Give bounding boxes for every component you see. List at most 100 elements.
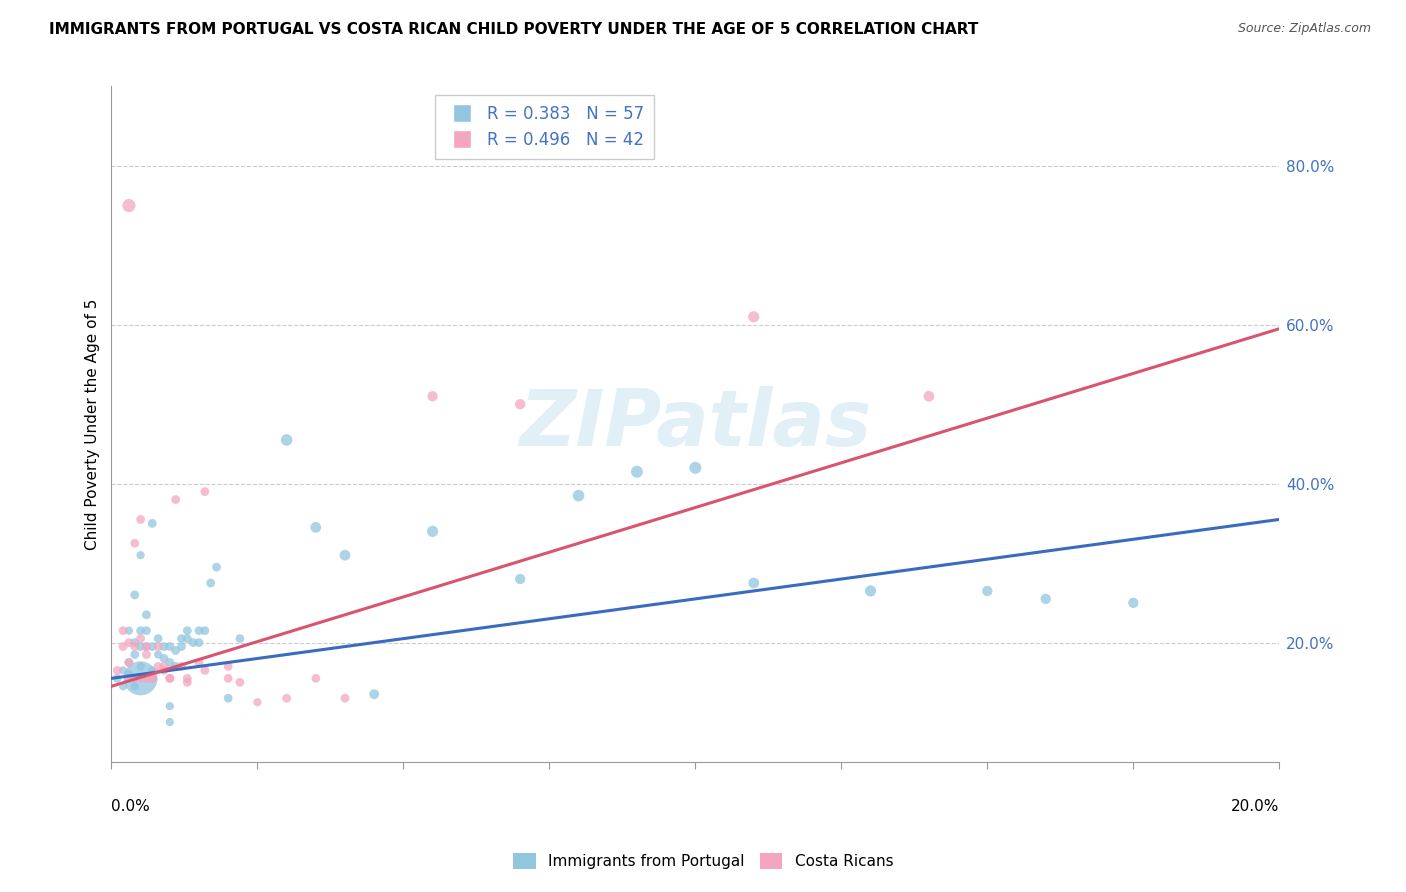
Point — [363, 687, 385, 701]
Point — [118, 198, 141, 212]
Point — [305, 520, 328, 534]
Point — [118, 671, 141, 685]
Point — [170, 632, 193, 646]
Point — [124, 671, 146, 685]
Point — [153, 640, 176, 654]
Point — [1035, 591, 1057, 606]
Point — [135, 624, 157, 638]
Point — [1122, 596, 1144, 610]
Point — [165, 643, 187, 657]
Point — [276, 691, 298, 706]
Point — [159, 714, 181, 729]
Point — [170, 640, 193, 654]
Point — [146, 648, 169, 662]
Point — [105, 664, 128, 678]
Point — [129, 512, 152, 526]
Point — [859, 583, 882, 598]
Point — [305, 671, 328, 685]
Point — [153, 664, 176, 678]
Text: 20.0%: 20.0% — [1230, 799, 1279, 814]
Point — [112, 664, 135, 678]
Text: ZIPatlas: ZIPatlas — [519, 386, 872, 462]
Point — [170, 659, 193, 673]
Point — [129, 659, 152, 673]
Point — [181, 635, 204, 649]
Legend: R = 0.383   N = 57, R = 0.496   N = 42: R = 0.383 N = 57, R = 0.496 N = 42 — [434, 95, 654, 159]
Point — [200, 576, 222, 591]
Point — [159, 699, 181, 714]
Point — [141, 671, 163, 685]
Point — [141, 664, 163, 678]
Point — [124, 679, 146, 693]
Point — [105, 671, 128, 685]
Point — [217, 691, 239, 706]
Point — [118, 656, 141, 670]
Point — [141, 640, 163, 654]
Point — [153, 651, 176, 665]
Point — [509, 572, 531, 586]
Point — [685, 460, 707, 475]
Point — [146, 640, 169, 654]
Point — [626, 465, 648, 479]
Point — [165, 492, 187, 507]
Text: 0.0%: 0.0% — [111, 799, 150, 814]
Point — [129, 671, 152, 685]
Point — [141, 671, 163, 685]
Point — [112, 640, 135, 654]
Point — [194, 484, 217, 499]
Point — [159, 671, 181, 685]
Point — [176, 632, 198, 646]
Point — [333, 548, 356, 562]
Point — [159, 656, 181, 670]
Point — [205, 560, 228, 574]
Point — [742, 310, 765, 324]
Point — [246, 695, 269, 709]
Text: Source: ZipAtlas.com: Source: ZipAtlas.com — [1237, 22, 1371, 36]
Point — [509, 397, 531, 411]
Point — [135, 640, 157, 654]
Y-axis label: Child Poverty Under the Age of 5: Child Poverty Under the Age of 5 — [86, 299, 100, 549]
Point — [153, 659, 176, 673]
Point — [918, 389, 941, 403]
Point — [159, 671, 181, 685]
Point — [176, 671, 198, 685]
Point — [129, 624, 152, 638]
Point — [276, 433, 298, 447]
Point — [176, 624, 198, 638]
Point — [422, 389, 444, 403]
Point — [146, 632, 169, 646]
Point — [333, 691, 356, 706]
Point — [229, 675, 252, 690]
Text: IMMIGRANTS FROM PORTUGAL VS COSTA RICAN CHILD POVERTY UNDER THE AGE OF 5 CORRELA: IMMIGRANTS FROM PORTUGAL VS COSTA RICAN … — [49, 22, 979, 37]
Point — [194, 664, 217, 678]
Point — [118, 624, 141, 638]
Point — [176, 675, 198, 690]
Point — [229, 632, 252, 646]
Legend: Immigrants from Portugal, Costa Ricans: Immigrants from Portugal, Costa Ricans — [506, 847, 900, 875]
Point — [165, 659, 187, 673]
Point — [422, 524, 444, 539]
Point — [188, 624, 211, 638]
Point — [135, 640, 157, 654]
Point — [135, 648, 157, 662]
Point — [217, 671, 239, 685]
Point — [188, 656, 211, 670]
Point — [129, 632, 152, 646]
Point — [124, 588, 146, 602]
Point — [124, 640, 146, 654]
Point — [568, 489, 591, 503]
Point — [146, 659, 169, 673]
Point — [194, 624, 217, 638]
Point — [129, 548, 152, 562]
Point — [742, 576, 765, 591]
Point — [118, 656, 141, 670]
Point — [124, 648, 146, 662]
Point — [118, 635, 141, 649]
Point — [129, 640, 152, 654]
Point — [141, 516, 163, 531]
Point — [159, 640, 181, 654]
Point — [188, 635, 211, 649]
Point — [112, 624, 135, 638]
Point — [976, 583, 998, 598]
Point — [118, 667, 141, 681]
